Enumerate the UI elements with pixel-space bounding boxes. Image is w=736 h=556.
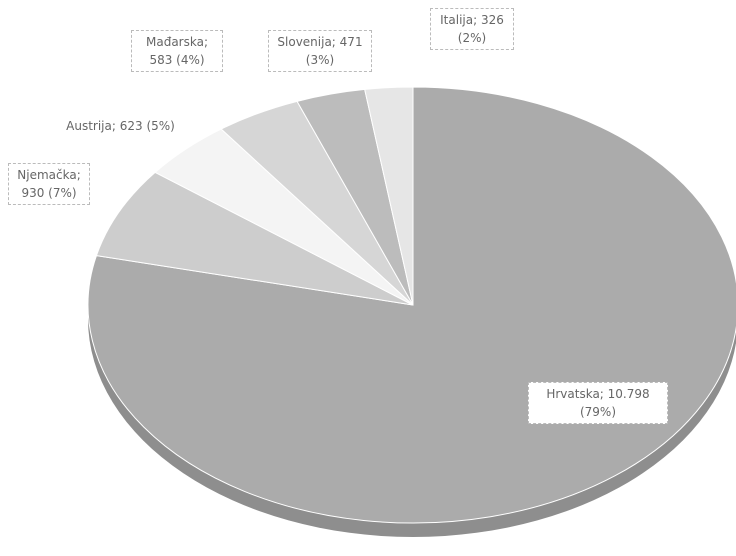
data-label: Austrija; 623 (5%) [38,115,203,137]
pie-slice [95,171,414,306]
data-label: Njemačka; 930 (7%) [8,163,90,205]
data-label: Slovenija; 471 (3%) [268,30,372,72]
data-label: Mađarska; 583 (4%) [131,30,223,72]
pie-slice [364,86,414,306]
data-label: Hrvatska; 10.798 (79%) [528,382,668,424]
data-label: Italija; 326 (2%) [430,8,514,50]
